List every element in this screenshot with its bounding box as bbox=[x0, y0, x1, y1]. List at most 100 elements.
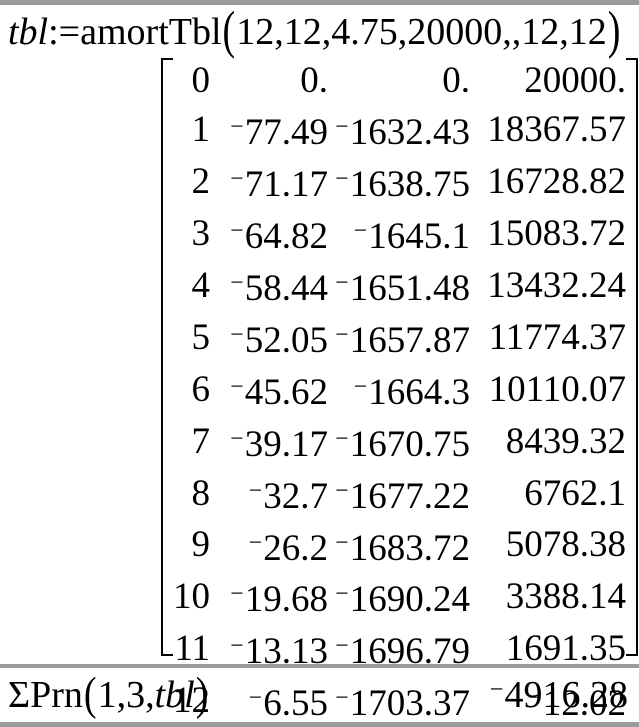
negative-sign: − bbox=[230, 269, 245, 296]
negative-sign: − bbox=[335, 581, 350, 608]
negative-sign: − bbox=[335, 477, 350, 504]
matrix-cell: −77.49 bbox=[230, 111, 328, 153]
matrix-row: 2 −71.17 −1638.75 16728.82 bbox=[173, 156, 627, 208]
sigma-function-name: ΣPrn bbox=[8, 674, 83, 716]
matrix-row: 7 −39.17 −1670.75 8439.32 bbox=[173, 416, 627, 468]
matrix-row: 12 −6.55 −1703.37 −12.02 bbox=[173, 675, 626, 727]
result-value: −4916.28 bbox=[489, 674, 628, 716]
matrix-cell: −1677.22 bbox=[335, 475, 470, 517]
matrix-cell: −1638.75 bbox=[335, 163, 470, 205]
matrix-cell: −1651.48 bbox=[335, 267, 470, 309]
matrix-cell: 10110.07 bbox=[488, 368, 626, 410]
matrix-row: 9 −26.2 −1683.72 5078.38 bbox=[173, 520, 627, 572]
matrix-cell: −1645.1 bbox=[353, 215, 470, 257]
matrix-cell: 1691.35 bbox=[505, 628, 626, 670]
negative-sign: − bbox=[230, 633, 245, 660]
function-name: amortTbl bbox=[80, 10, 222, 53]
matrix-cell: −6.55 bbox=[248, 683, 328, 725]
matrix-cell: −32.7 bbox=[248, 475, 328, 517]
negative-sign: − bbox=[489, 675, 505, 703]
amortization-matrix[interactable]: 0 0. 0. 20000. 1 −77.49 −1632.43 18367.57 2 −71.1… bbox=[161, 58, 639, 724]
matrix-row: 5 −52.05 −1657.87 11774.37 bbox=[173, 312, 627, 364]
matrix-row: 0 0. 0. 20000. bbox=[173, 58, 627, 104]
matrix-cell: 9 bbox=[191, 524, 211, 566]
matrix-cell: 6 bbox=[191, 368, 211, 410]
negative-sign: − bbox=[335, 165, 350, 192]
matrix-left-bracket bbox=[161, 58, 173, 656]
bottom-divider bbox=[0, 722, 639, 727]
matrix-cell: −1683.72 bbox=[335, 527, 470, 569]
matrix-cell: −1703.37 bbox=[335, 683, 470, 725]
negative-sign: − bbox=[335, 529, 350, 556]
assigned-variable: tbl bbox=[8, 10, 49, 53]
matrix-cell: 12 bbox=[173, 680, 210, 722]
negative-sign: − bbox=[353, 217, 369, 244]
matrix-cell: −1657.87 bbox=[335, 319, 470, 361]
matrix-cell: 15083.72 bbox=[487, 212, 626, 254]
close-paren: ) bbox=[607, 1, 621, 60]
negative-sign: − bbox=[335, 114, 350, 140]
matrix-cell: −64.82 bbox=[230, 215, 328, 257]
matrix-cell: 4 bbox=[191, 264, 211, 306]
matrix-cell: 8439.32 bbox=[505, 420, 626, 462]
negative-sign: − bbox=[230, 165, 245, 192]
matrix-cell: −1696.79 bbox=[335, 631, 470, 673]
matrix-cell: −52.05 bbox=[230, 319, 328, 361]
function-arguments: 12,12,4.75,20000,,12,12 bbox=[236, 10, 607, 53]
matrix-cell: −71.17 bbox=[230, 163, 328, 205]
matrix-cell: 6762.1 bbox=[524, 472, 626, 514]
matrix-cell: −13.13 bbox=[230, 631, 328, 673]
negative-sign: − bbox=[230, 321, 245, 348]
matrix-cell: 1 bbox=[191, 108, 211, 150]
matrix-cell: 0. bbox=[442, 60, 470, 101]
negative-sign: − bbox=[230, 581, 245, 608]
matrix-body: 0 0. 0. 20000. 1 −77.49 −1632.43 18367.57 2 −71.1… bbox=[173, 58, 626, 727]
matrix-cell: 0 bbox=[191, 60, 211, 101]
negative-sign: − bbox=[528, 685, 543, 712]
matrix-cell: 8 bbox=[191, 472, 211, 514]
negative-sign: − bbox=[335, 269, 350, 296]
matrix-table: 0 0. 0. 20000. 1 −77.49 −1632.43 18367.57 2 −71.1… bbox=[173, 58, 626, 727]
matrix-cell: 7 bbox=[191, 420, 211, 462]
open-paren: ( bbox=[222, 1, 236, 60]
top-divider bbox=[0, 0, 639, 5]
matrix-cell: −1664.3 bbox=[353, 371, 470, 413]
matrix-cell: −45.62 bbox=[230, 371, 328, 413]
negative-sign: − bbox=[230, 217, 245, 244]
matrix-cell: −12.02 bbox=[528, 683, 626, 725]
matrix-row: 8 −32.7 −1677.22 6762.1 bbox=[173, 468, 627, 520]
open-paren: ( bbox=[83, 668, 97, 721]
matrix-cell: 13432.24 bbox=[487, 264, 626, 306]
negative-sign: − bbox=[353, 373, 369, 400]
matrix-cell: −1670.75 bbox=[335, 423, 470, 465]
matrix-cell: −19.68 bbox=[230, 579, 328, 621]
negative-sign: − bbox=[230, 114, 245, 140]
output-line[interactable]: ΣPrn(1,3,tbl) −4916.28 bbox=[0, 668, 639, 722]
matrix-row: 6 −45.62 −1664.3 10110.07 bbox=[173, 364, 627, 416]
history-divider bbox=[0, 664, 639, 668]
negative-sign: − bbox=[248, 477, 264, 504]
negative-sign: − bbox=[335, 633, 350, 660]
matrix-cell: 10 bbox=[173, 576, 210, 618]
input-expression-line[interactable]: tbl:= amortTbl(12,12,4.75,20000,,12,12) bbox=[0, 2, 639, 60]
matrix-cell: 5078.38 bbox=[505, 524, 626, 566]
matrix-cell: −39.17 bbox=[230, 423, 328, 465]
matrix-cell: 18367.57 bbox=[487, 108, 626, 150]
matrix-row: 10 −19.68 −1690.24 3388.14 bbox=[173, 571, 626, 623]
negative-sign: − bbox=[230, 425, 245, 452]
negative-sign: − bbox=[335, 685, 350, 712]
matrix-cell: 0. bbox=[300, 60, 328, 101]
matrix-row: 3 −64.82 −1645.1 15083.72 bbox=[173, 208, 627, 260]
matrix-right-bracket bbox=[626, 58, 638, 656]
assign-operator: := bbox=[48, 10, 81, 53]
negative-sign: − bbox=[248, 529, 264, 556]
matrix-cell: 20000. bbox=[524, 60, 626, 101]
matrix-row: 1 −77.49 −1632.43 18367.57 bbox=[173, 104, 627, 156]
matrix-cell: −58.44 bbox=[230, 267, 328, 309]
output-expression: ΣPrn(1,3,tbl) bbox=[8, 669, 209, 720]
matrix-cell: −1690.24 bbox=[335, 579, 470, 621]
matrix-cell: 11774.37 bbox=[488, 316, 626, 358]
matrix-cell: 2 bbox=[191, 160, 211, 202]
close-paren: ) bbox=[195, 668, 209, 721]
